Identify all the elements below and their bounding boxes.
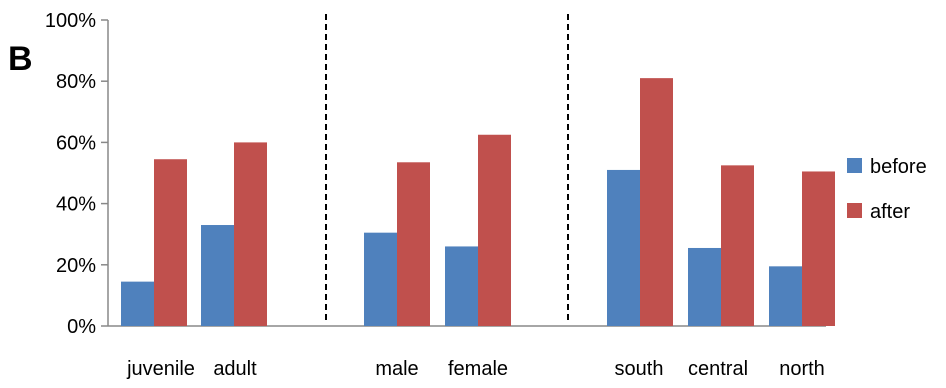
bar-after-north bbox=[802, 171, 835, 326]
legend-label-before: before bbox=[870, 156, 927, 178]
category-label: south bbox=[615, 358, 664, 380]
bar-before-female bbox=[445, 246, 478, 326]
bar-before-adult bbox=[201, 225, 234, 326]
bar-before-central bbox=[688, 247, 721, 326]
bar-after-male bbox=[397, 162, 430, 326]
category-label: central bbox=[688, 358, 748, 380]
bar-after-south bbox=[640, 78, 673, 326]
category-label: north bbox=[779, 358, 825, 380]
bar-before-male bbox=[364, 232, 397, 326]
legend: before after bbox=[847, 156, 927, 223]
bar-before-south bbox=[607, 169, 640, 326]
y-tick-label: 20% bbox=[56, 255, 96, 277]
panel-letter: B bbox=[8, 40, 33, 78]
bar-after-adult bbox=[234, 142, 267, 326]
category-label: female bbox=[448, 358, 508, 380]
category-label: male bbox=[375, 358, 418, 380]
bar-before-north bbox=[769, 266, 802, 326]
group-separators bbox=[325, 14, 569, 324]
category-label: juvenile bbox=[126, 358, 195, 380]
y-tick-label: 80% bbox=[56, 71, 96, 93]
bar-before-juvenile bbox=[121, 281, 154, 326]
y-axis-ticks: 0% 20% 40% 60% 80% 100% bbox=[45, 10, 108, 338]
legend-swatch-after bbox=[847, 203, 862, 218]
legend-label-after: after bbox=[870, 201, 910, 223]
y-tick-label: 40% bbox=[56, 194, 96, 216]
y-tick-label: 60% bbox=[56, 132, 96, 154]
bars bbox=[121, 78, 835, 326]
category-label: adult bbox=[213, 358, 257, 380]
bar-after-female bbox=[478, 134, 511, 326]
bar-after-juvenile bbox=[154, 159, 187, 326]
category-labels: juvenile adult male female south central north bbox=[126, 358, 825, 380]
bar-after-central bbox=[721, 165, 754, 326]
y-tick-label: 100% bbox=[45, 10, 96, 32]
y-tick-label: 0% bbox=[67, 316, 96, 338]
legend-swatch-before bbox=[847, 158, 862, 173]
